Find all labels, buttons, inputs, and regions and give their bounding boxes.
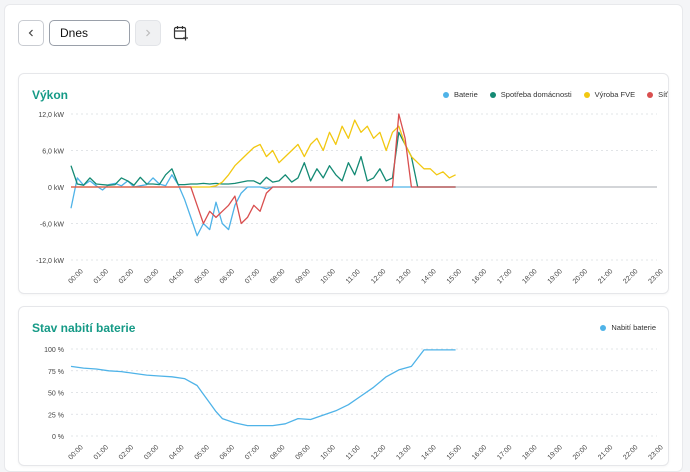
- x-tick-label: 05:00: [194, 444, 211, 461]
- x-tick-label: 16:00: [471, 444, 488, 461]
- soc-chart-title: Stav nabití baterie: [32, 321, 136, 335]
- x-tick-label: 19:00: [547, 444, 564, 461]
- x-tick-label: 03:00: [143, 444, 160, 461]
- legend-item[interactable]: Výroba FVE: [583, 90, 636, 99]
- legend-label: Baterie: [454, 90, 478, 99]
- power-chart-legend: Baterie Spotřeba domácnosti Výroba FVE Síť: [443, 90, 668, 99]
- legend-label: Výroba FVE: [594, 90, 636, 99]
- chevron-right-icon: [146, 29, 151, 37]
- chevron-left-icon: [28, 29, 33, 37]
- x-tick-label: 22:00: [622, 444, 639, 461]
- y-tick-label: 6,0 kW: [42, 149, 64, 156]
- legend-item[interactable]: Spotřeba domácnosti: [489, 90, 572, 99]
- x-tick-label: 08:00: [269, 444, 286, 461]
- power-chart-card: Výkon Baterie Spotřeba domácnosti Výroba F…: [18, 73, 669, 294]
- y-tick-label: 0 %: [52, 434, 64, 441]
- y-tick-label: 0 kW: [48, 185, 64, 192]
- x-tick-label: 06:00: [219, 444, 236, 461]
- x-tick-label: 04:00: [168, 444, 185, 461]
- series-line: [70, 131, 456, 188]
- x-tick-label: 12:00: [370, 444, 387, 461]
- x-tick-label: 17:00: [496, 444, 513, 461]
- y-tick-label: -6,0 kW: [40, 222, 65, 229]
- y-tick-label: 75 %: [48, 369, 64, 376]
- x-tick-label: 07:00: [244, 444, 261, 461]
- soc-chart-card: Stav nabití baterie Nabití baterie: [18, 306, 669, 466]
- legend-item[interactable]: Baterie: [443, 90, 478, 99]
- legend-dot: [583, 91, 590, 98]
- x-tick-label: 18:00: [521, 444, 538, 461]
- power-chart-title: Výkon: [32, 88, 69, 102]
- x-tick-label: 00:00: [67, 444, 84, 461]
- x-tick-label: 09:00: [294, 444, 311, 461]
- x-tick-label: 11:00: [345, 444, 362, 461]
- y-tick-label: 12,0 kW: [38, 112, 64, 119]
- y-tick-label: -12,0 kW: [36, 258, 64, 265]
- legend-item[interactable]: Síť: [647, 90, 668, 99]
- legend-dot: [489, 91, 496, 98]
- calendar-plus-icon[interactable]: [173, 25, 189, 41]
- date-input[interactable]: [49, 20, 130, 46]
- legend-label: Spotřeba domácnosti: [500, 90, 572, 99]
- x-tick-label: 14:00: [421, 444, 438, 461]
- soc-chart-legend: Nabití baterie: [600, 323, 656, 332]
- x-tick-label: 15:00: [446, 444, 463, 461]
- x-tick-label: 20:00: [572, 444, 589, 461]
- x-tick-label: 02:00: [118, 444, 135, 461]
- x-tick-label: 01:00: [93, 444, 110, 461]
- y-tick-label: 100 %: [44, 347, 64, 354]
- y-tick-label: 25 %: [48, 412, 64, 419]
- legend-dot: [600, 324, 607, 331]
- prev-day-button[interactable]: [18, 20, 44, 46]
- legend-item[interactable]: Nabití baterie: [600, 323, 656, 332]
- x-tick-label: 13:00: [395, 444, 412, 461]
- legend-dot: [443, 91, 449, 98]
- x-tick-label: 23:00: [647, 444, 664, 461]
- legend-dot: [647, 91, 654, 98]
- series-line: [70, 349, 456, 427]
- next-day-button[interactable]: [135, 20, 161, 46]
- y-tick-label: 50 %: [48, 391, 64, 398]
- x-tick-label: 10:00: [320, 444, 337, 461]
- legend-label: Nabití baterie: [611, 323, 656, 332]
- series-line: [71, 113, 456, 225]
- x-tick-label: 21:00: [597, 444, 614, 461]
- legend-label: Síť: [658, 90, 668, 99]
